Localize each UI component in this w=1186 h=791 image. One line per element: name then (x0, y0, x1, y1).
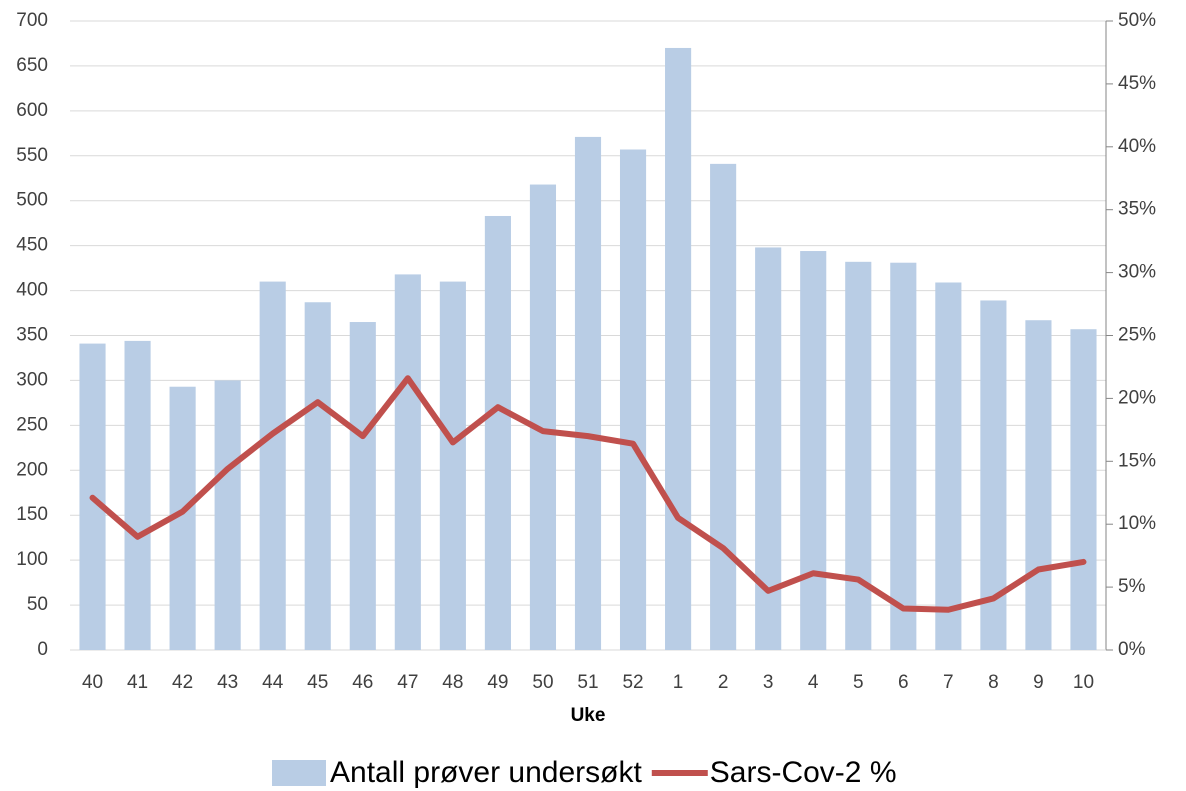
x-tick-label: 3 (763, 672, 774, 693)
x-tick-label: 8 (988, 672, 999, 693)
bar (529, 184, 557, 651)
x-tick-label: 48 (442, 672, 463, 693)
y-tick-label: 50 (27, 594, 48, 615)
x-tick-label: 44 (262, 672, 284, 693)
y2-tick-label: 5% (1118, 576, 1146, 597)
bar (484, 215, 511, 651)
y-tick-label: 0 (37, 639, 48, 660)
x-tick-label: 52 (622, 672, 643, 693)
y2-tick-label: 10% (1118, 513, 1156, 534)
bar (845, 261, 872, 650)
y2-tick-label: 45% (1118, 73, 1156, 94)
x-tick-label: 10 (1073, 672, 1094, 693)
x-tick-label: 2 (718, 672, 729, 693)
y2-tick-label: 35% (1118, 199, 1156, 220)
bar (574, 136, 602, 650)
y-tick-label: 450 (16, 235, 48, 256)
bar (890, 262, 917, 650)
x-tick-label: 6 (898, 672, 909, 693)
y2-tick-label: 15% (1118, 450, 1156, 471)
y-tick-label: 200 (16, 459, 48, 480)
x-tick-label: 50 (532, 672, 553, 693)
y-tick-label: 400 (16, 280, 48, 301)
bar (439, 281, 466, 650)
x-tick-label: 41 (127, 672, 148, 693)
y-tick-label: 650 (16, 55, 48, 76)
x-tick-label: 42 (172, 672, 193, 693)
y-tick-label: 500 (16, 190, 48, 211)
y-tick-label: 300 (16, 369, 48, 390)
x-tick-label: 46 (352, 672, 373, 693)
legend-label: Sars-Cov-2 % (710, 756, 897, 789)
bar (935, 282, 962, 650)
x-tick-label: 47 (397, 672, 418, 693)
y-tick-label: 100 (16, 549, 48, 570)
bar (665, 47, 692, 650)
x-tick-label: 1 (673, 672, 684, 693)
y2-tick-label: 30% (1118, 262, 1156, 283)
bar (304, 302, 331, 650)
y-tick-label: 700 (16, 10, 48, 31)
bar (1025, 320, 1052, 650)
bar (394, 274, 421, 650)
y-tick-label: 550 (16, 145, 48, 166)
legend-swatch (272, 760, 326, 786)
y2-tick-label: 50% (1118, 10, 1156, 31)
line (89, 375, 1087, 613)
y2-tick-label: 20% (1118, 387, 1156, 408)
x-tick-label: 9 (1033, 672, 1044, 693)
bar (349, 322, 376, 650)
x-tick-label: 51 (577, 672, 598, 693)
x-tick-label: 5 (853, 672, 864, 693)
x-tick-label: 4 (808, 672, 819, 693)
x-tick-label: 40 (82, 672, 103, 693)
y2-tick-label: 40% (1118, 136, 1156, 157)
y2-tick-label: 0% (1118, 639, 1146, 660)
bar (800, 251, 827, 650)
x-tick-label: 45 (307, 672, 328, 693)
y-tick-label: 150 (16, 504, 48, 525)
x-axis-label: Uke (571, 705, 606, 726)
y2-tick-label: 25% (1118, 325, 1156, 346)
bar (214, 380, 241, 650)
x-tick-label: 49 (487, 672, 508, 693)
legend-label: Antall prøver undersøkt (330, 756, 642, 789)
bar (259, 281, 286, 650)
x-tick-label: 43 (217, 672, 238, 693)
y-tick-label: 600 (16, 100, 48, 121)
bar (1070, 329, 1097, 650)
y-tick-label: 250 (16, 414, 48, 435)
y-tick-label: 350 (16, 325, 48, 346)
bar (619, 149, 647, 650)
bar (124, 340, 151, 650)
x-tick-label: 7 (943, 672, 954, 693)
bar (710, 163, 737, 650)
